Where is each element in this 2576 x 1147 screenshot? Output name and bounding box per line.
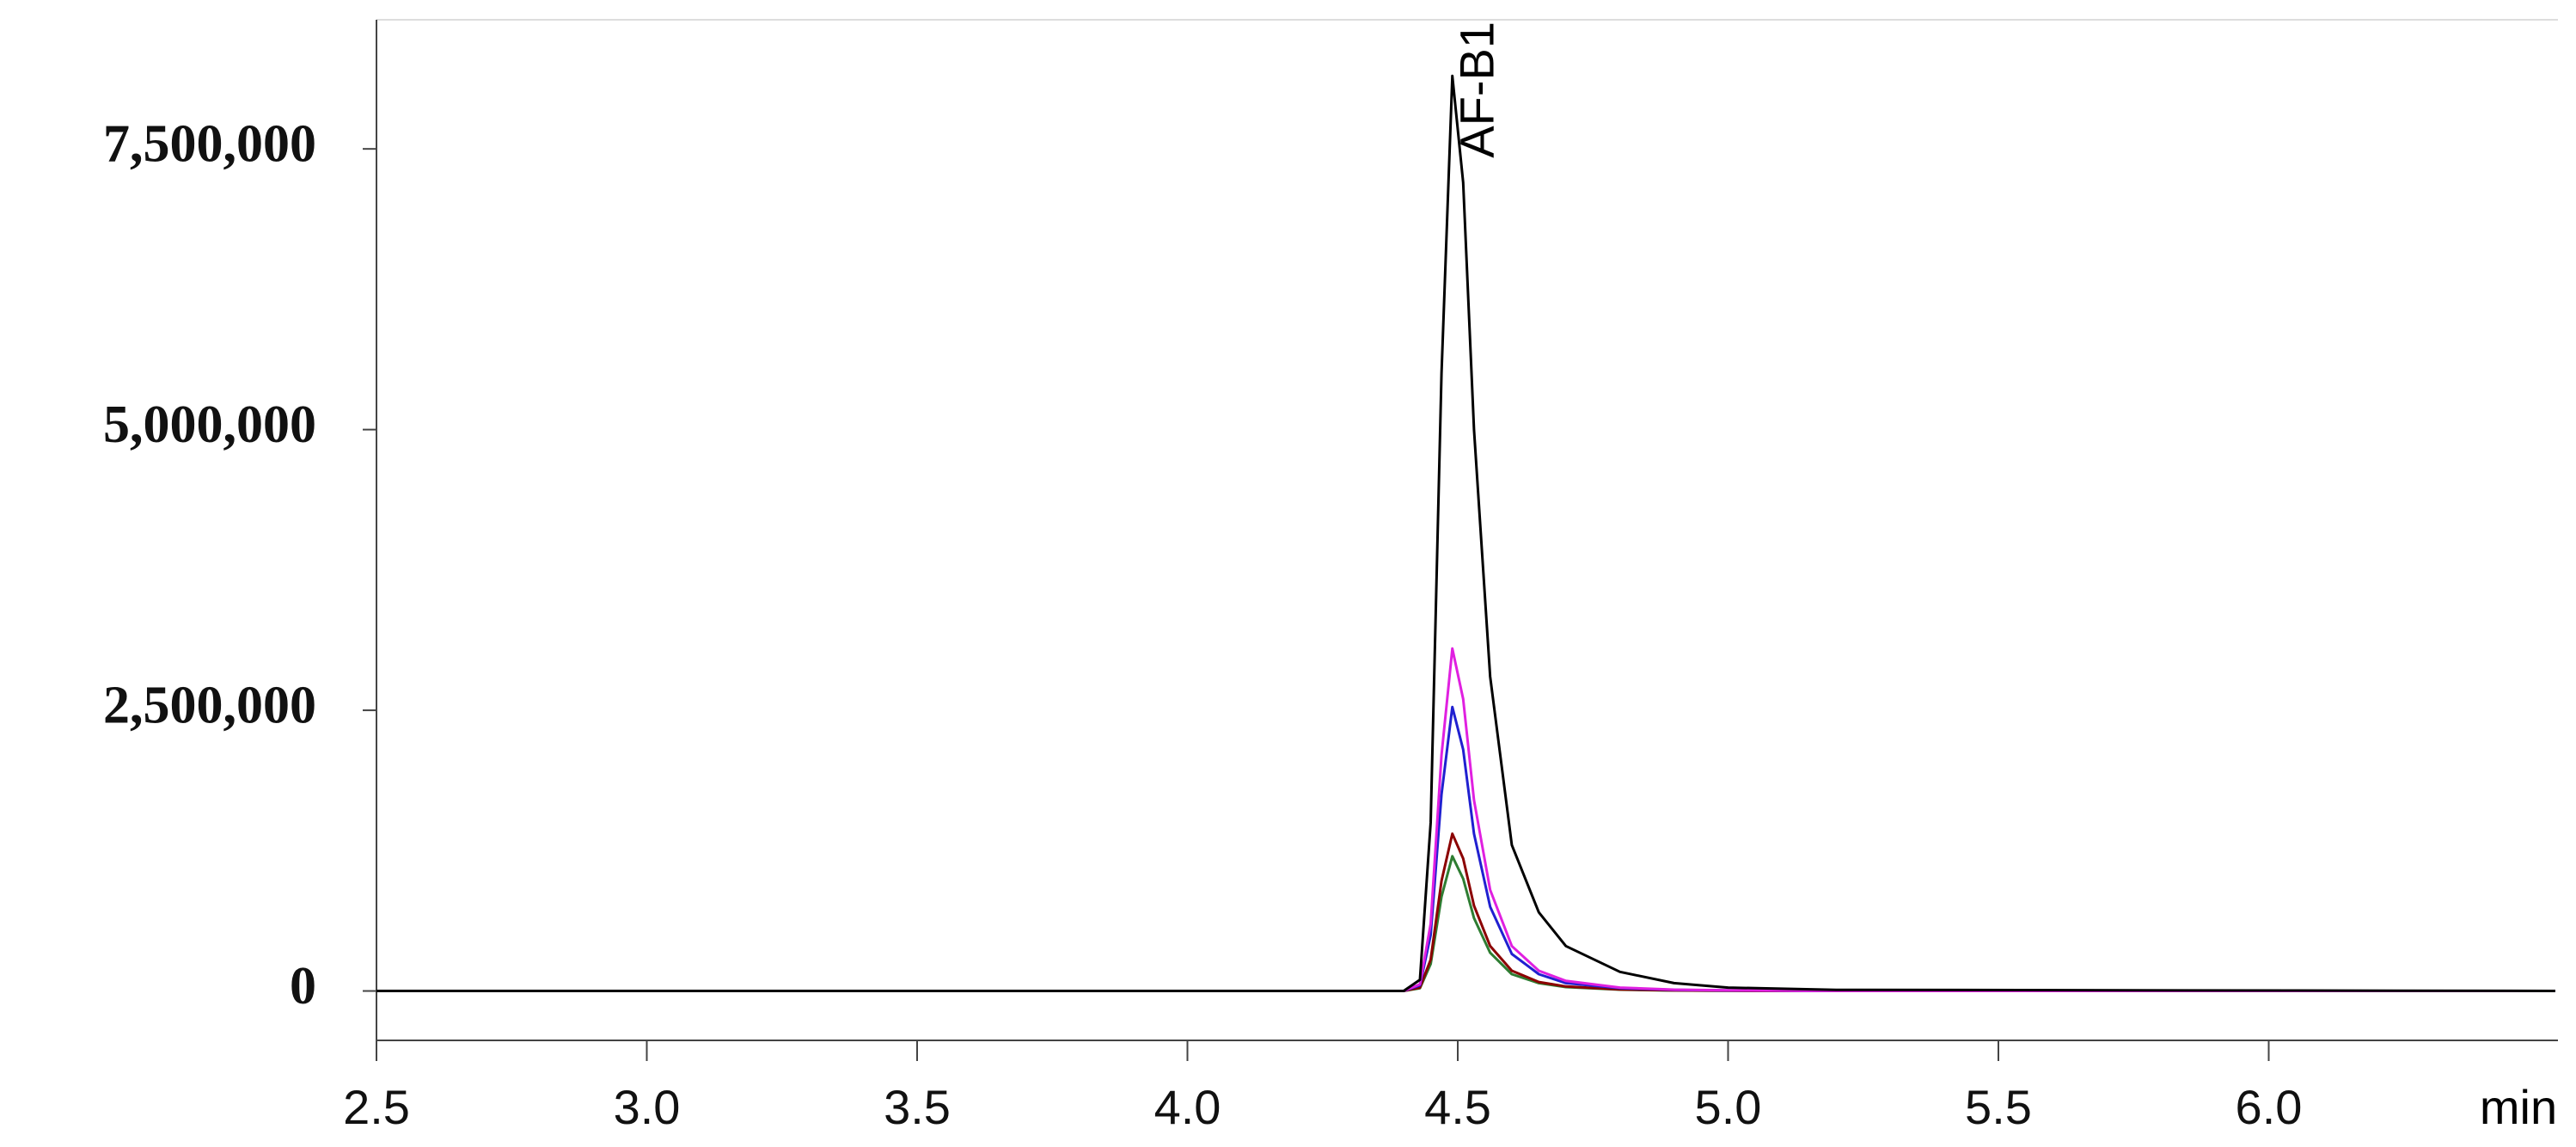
y-tick-label: 2,500,000 xyxy=(103,676,316,734)
x-tick-label: 4.0 xyxy=(1154,1080,1221,1134)
peak-annotation: AF-B1 xyxy=(1450,21,1504,158)
y-tick-label: 7,500,000 xyxy=(103,114,316,173)
x-tick-label: 6.0 xyxy=(2236,1080,2303,1134)
y-tick-label: 5,000,000 xyxy=(103,396,316,454)
y-tick-label: 0 xyxy=(290,957,316,1015)
x-axis-label: min xyxy=(2480,1080,2557,1134)
x-tick-label: 2.5 xyxy=(343,1080,410,1134)
series-line xyxy=(376,74,2555,992)
x-tick-label: 5.0 xyxy=(1695,1080,1762,1134)
x-tick-label: 3.0 xyxy=(614,1080,681,1134)
x-tick-label: 5.5 xyxy=(1965,1080,2032,1134)
x-tick-label: 3.5 xyxy=(884,1080,951,1134)
x-tick-label: 4.5 xyxy=(1424,1080,1491,1134)
series-line xyxy=(376,647,2555,992)
